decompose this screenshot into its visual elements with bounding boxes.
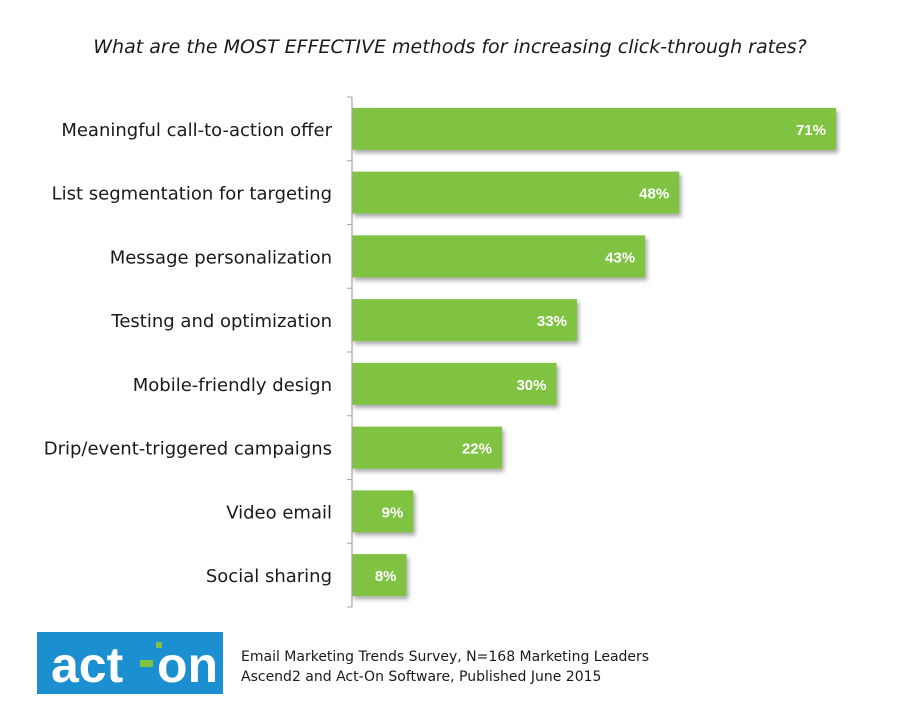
category-label: Video email (226, 502, 332, 523)
logo-text-right: on (157, 637, 218, 693)
act-on-logo: act on (37, 632, 223, 694)
category-labels-layer: Meaningful call-to-action offer List segm… (44, 120, 333, 587)
bar-value-label: 30% (516, 377, 546, 394)
category-label: Mobile-friendly design (133, 375, 332, 396)
bars-layer: 71% 48% 43% 33% 30% 22% 9% 8% (352, 107, 836, 597)
category-label: Message personalization (110, 247, 332, 268)
bar (352, 426, 502, 469)
category-label: Drip/event-triggered campaigns (44, 439, 332, 460)
bar (352, 299, 577, 342)
bar (352, 171, 680, 214)
bar-value-label: 71% (796, 122, 826, 139)
footer-source: Email Marketing Trends Survey, N=168 Mar… (241, 647, 649, 687)
logo-text-left: act (51, 637, 124, 693)
bar-value-label: 48% (639, 186, 669, 203)
logo-background (37, 632, 223, 694)
bar-value-label: 9% (382, 504, 404, 521)
chart-title: What are the MOST EFFECTIVE methods for … (93, 36, 807, 58)
bar-value-label: 22% (462, 441, 492, 458)
category-label: Social sharing (206, 566, 332, 587)
footer-line-1: Email Marketing Trends Survey, N=168 Mar… (241, 649, 650, 665)
category-label: Meaningful call-to-action offer (61, 120, 332, 141)
footer-line-2: Ascend2 and Act-On Software, Published J… (241, 669, 602, 685)
axis-ticks-layer (347, 96, 352, 608)
bar-value-label: 43% (605, 249, 635, 266)
category-label: Testing and optimization (110, 311, 332, 332)
bar (352, 362, 557, 405)
bar (352, 490, 414, 533)
bar (352, 107, 836, 150)
logo-dot (156, 642, 162, 648)
bar (352, 554, 407, 597)
bar (352, 235, 646, 278)
category-label: List segmentation for targeting (52, 184, 332, 205)
bar-value-label: 8% (375, 568, 397, 585)
bar-chart: 71% 48% 43% 33% 30% 22% 9% 8% Meaningful call-t… (44, 96, 836, 608)
bar-value-label: 33% (537, 313, 567, 330)
logo-dash (140, 660, 153, 667)
